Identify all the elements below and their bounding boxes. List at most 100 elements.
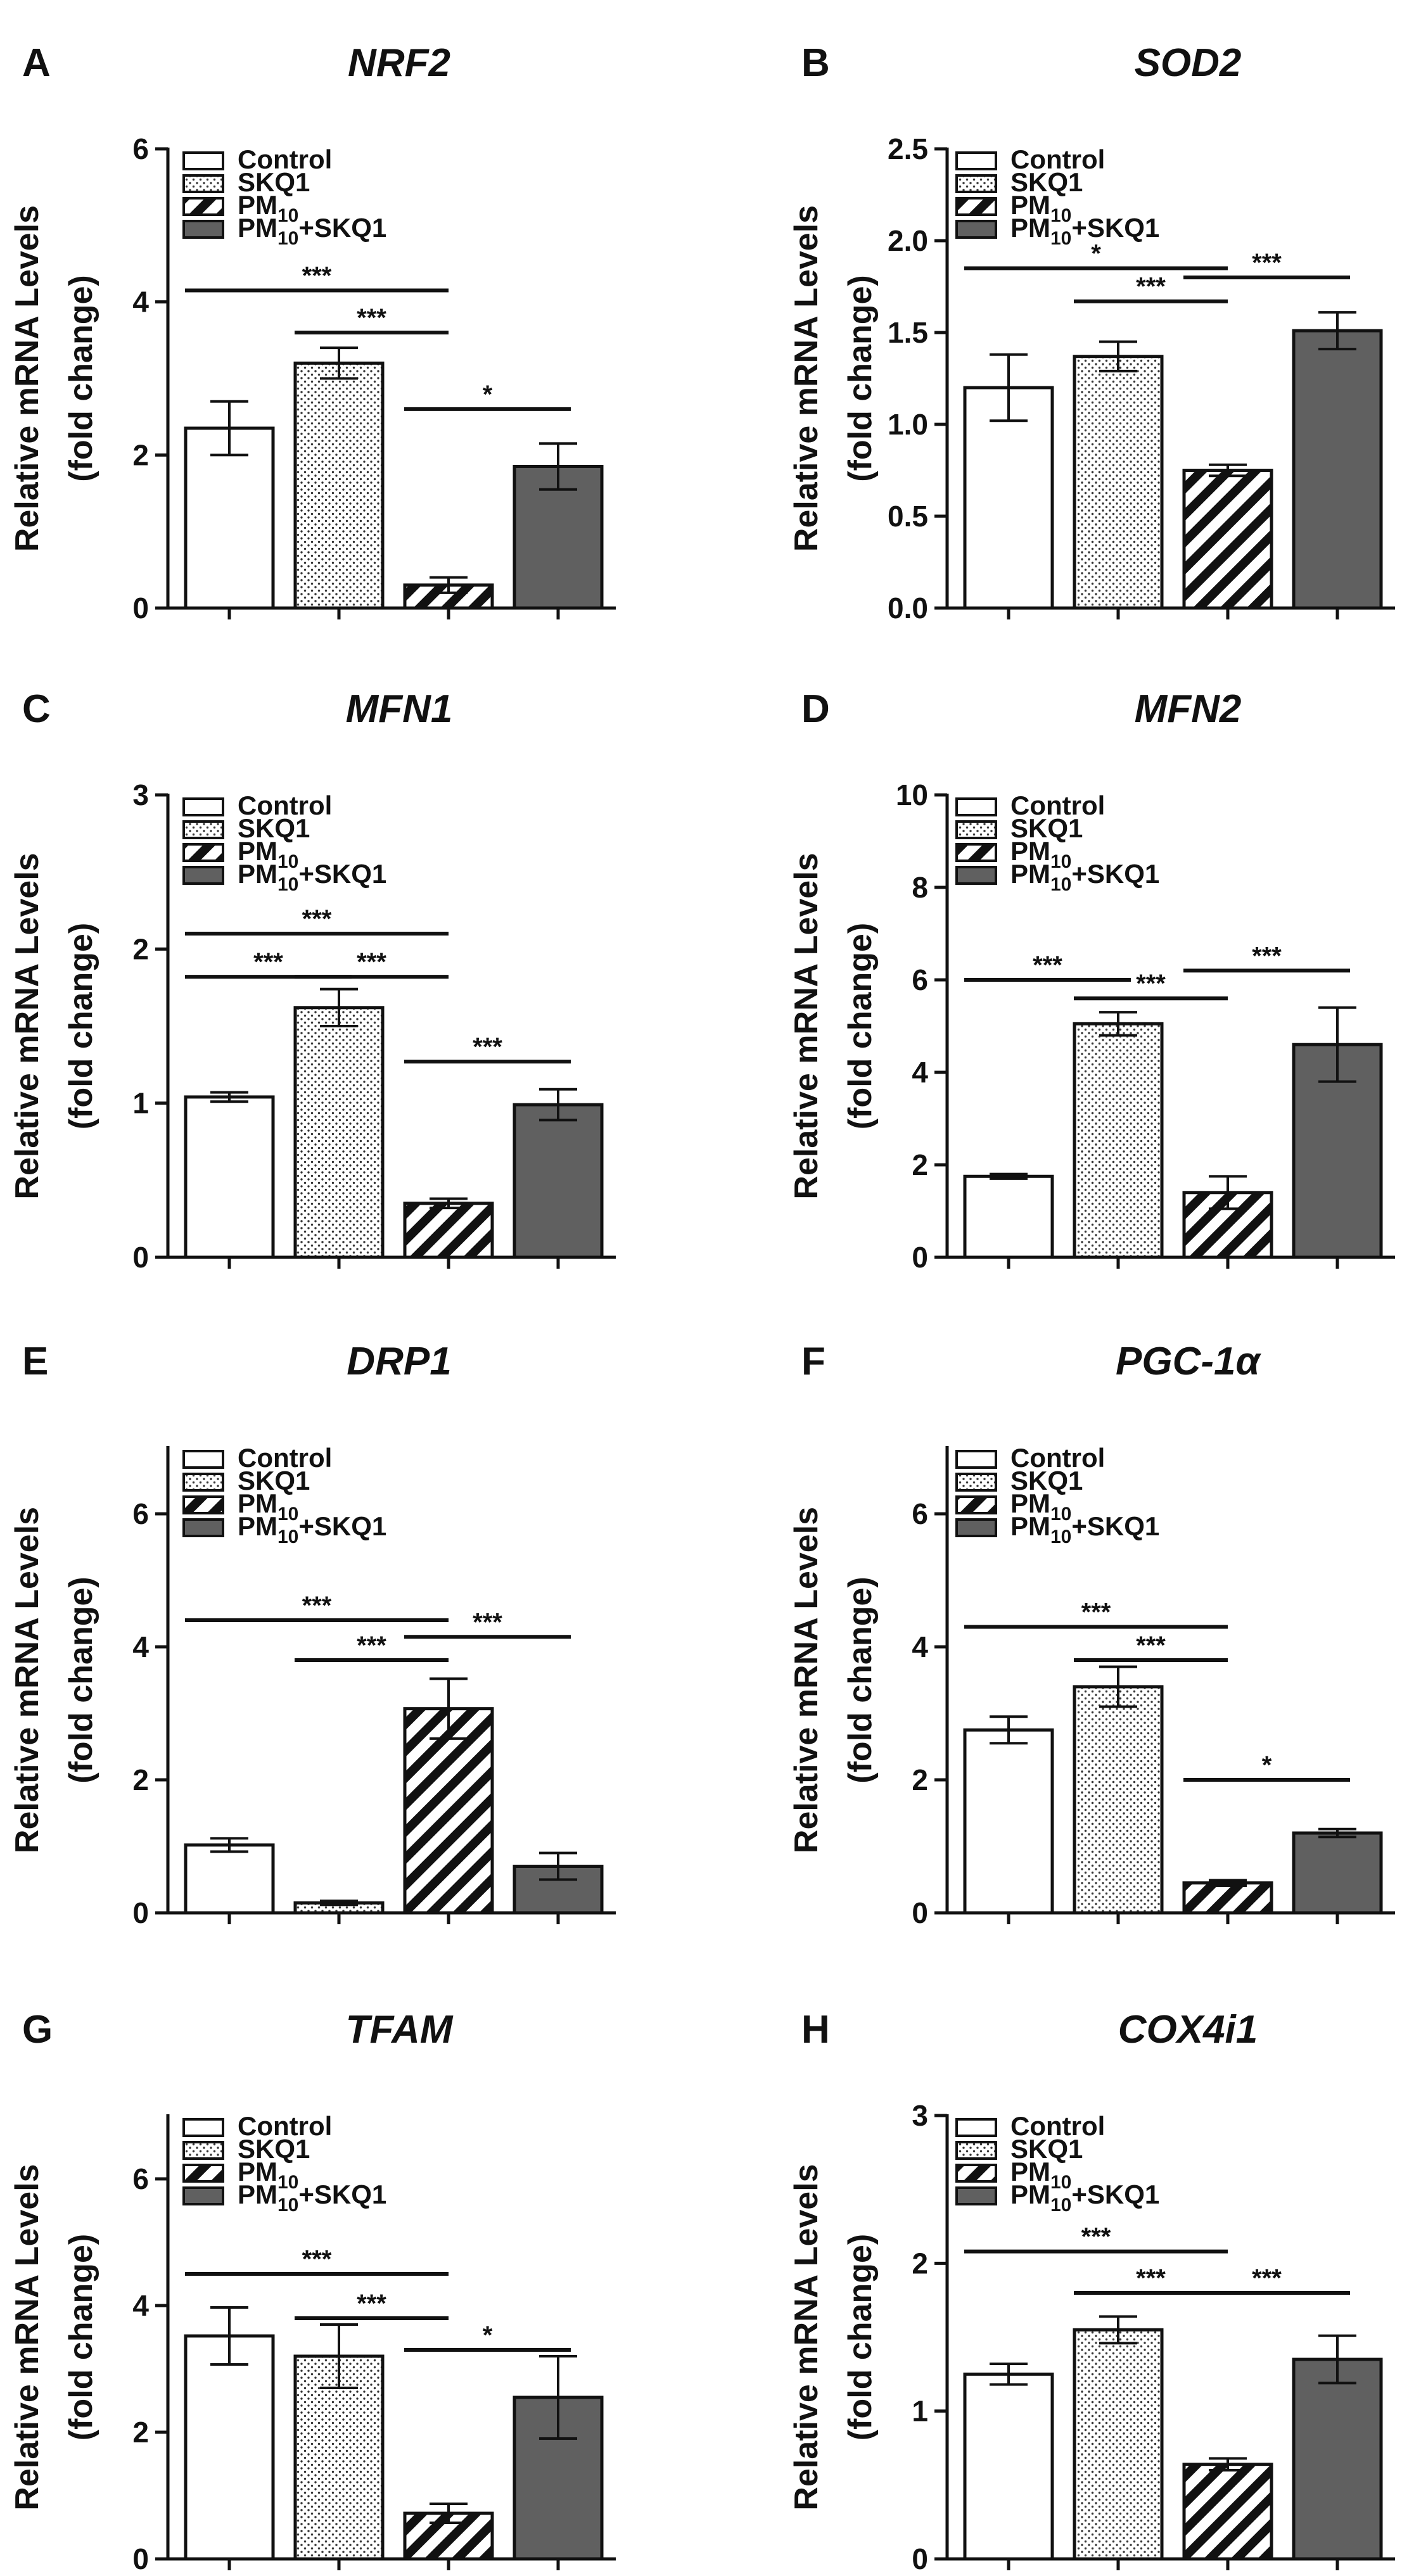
significance-label: ***: [302, 262, 332, 290]
legend-label-4-sub: 10: [1050, 2195, 1071, 2216]
legend-swatch-2: [182, 1473, 224, 1492]
y-tick-label: 10: [896, 778, 928, 811]
y-tick-label: 2: [132, 1763, 149, 1796]
y-tick-label: 3: [912, 2099, 928, 2132]
legend-label-1-main: Control: [238, 144, 332, 174]
legend-label-2: SKQ1: [238, 2134, 310, 2164]
legend-label-1: Control: [1010, 144, 1105, 174]
significance-label: ***: [1136, 273, 1166, 301]
legend-label-4-main: PM: [238, 859, 277, 889]
legend-label-4: PM10+SKQ1: [238, 213, 386, 249]
legend-label-3: PM10: [1010, 836, 1071, 872]
legend-label-1-main: Control: [238, 1443, 332, 1473]
legend-label-3-main: PM: [1010, 1488, 1050, 1518]
y-tick-label: 3: [132, 778, 149, 811]
legend-label-3-main: PM: [238, 2157, 277, 2186]
legend-label-4-main: PM: [1010, 213, 1050, 243]
panel-letter: A: [22, 41, 51, 85]
bar-3: [1182, 469, 1273, 610]
significance-label: *: [483, 381, 493, 409]
significance-label: ***: [253, 948, 283, 976]
panel-title: MFN2: [1135, 687, 1242, 731]
legend-label-4: PM10+SKQ1: [1010, 1511, 1159, 1547]
significance-label: *: [1091, 240, 1101, 268]
legend-label-3: PM10: [238, 836, 298, 872]
legend-label-4: PM10+SKQ1: [1010, 213, 1159, 249]
panel-letter: B: [801, 41, 830, 85]
legend-label-3-main: PM: [1010, 190, 1050, 220]
y-tick-label: 0: [912, 2542, 928, 2575]
bar-2: [1073, 1685, 1164, 1915]
significance-label: ***: [473, 1033, 502, 1061]
legend-label-4-sub: 10: [277, 874, 298, 895]
legend-label-4-sub: 10: [1050, 1526, 1071, 1547]
legend-label-4-main: PM: [1010, 2179, 1050, 2209]
y-axis-label-line1: Relative mRNA Levels: [788, 205, 825, 552]
legend-label-1: Control: [238, 790, 332, 820]
panel-title: MFN1: [346, 687, 453, 731]
bar-1: [963, 386, 1054, 610]
y-axis-label-line2: (fold change): [842, 923, 879, 1129]
y-tick-label: 6: [132, 1497, 149, 1530]
legend-swatch-4: [955, 2186, 997, 2205]
legend-label-4-sub: 10: [1050, 874, 1071, 895]
bar-1: [963, 1728, 1054, 1915]
y-tick-label: 4: [132, 1630, 149, 1663]
legend-label-4: PM10+SKQ1: [238, 1511, 386, 1547]
legend-label-3-main: PM: [238, 190, 277, 220]
legend-label-4: PM10+SKQ1: [1010, 2179, 1159, 2216]
legend-label-4-suffix: +SKQ1: [1071, 213, 1159, 243]
bar-2: [1073, 1022, 1164, 1259]
panel-letter: E: [22, 1340, 48, 1383]
panel-letter: G: [22, 2008, 53, 2052]
significance-label: ***: [357, 948, 386, 976]
legend-swatch-1: [955, 2118, 997, 2137]
y-tick-label: 1.5: [888, 316, 928, 349]
bar-2: [1073, 2328, 1164, 2561]
legend-label-4-sub: 10: [277, 1526, 298, 1547]
legend-label-3-main: PM: [1010, 2157, 1050, 2186]
y-tick-label: 2: [132, 932, 149, 965]
y-axis-label-line2: (fold change): [63, 2234, 99, 2440]
legend-swatch-3: [182, 2164, 224, 2183]
significance-label: ***: [1136, 2264, 1166, 2292]
significance-label: ***: [302, 1592, 332, 1620]
y-tick-label: 2: [132, 438, 149, 471]
legend-label-4: PM10+SKQ1: [238, 2179, 386, 2216]
y-tick-label: 8: [912, 871, 928, 904]
legend-swatch-2: [182, 174, 224, 193]
legend-label-4-suffix: +SKQ1: [1071, 2179, 1159, 2209]
legend-swatch-2: [955, 820, 997, 839]
y-axis-label-line1: Relative mRNA Levels: [9, 853, 46, 1199]
legend-label-1-main: Control: [238, 2111, 332, 2141]
legend-label-4-sub: 10: [277, 228, 298, 249]
bar-4: [1292, 1043, 1383, 1259]
legend-label-2-main: SKQ1: [238, 2134, 310, 2164]
bar-1: [184, 2334, 275, 2561]
legend-label-1: Control: [1010, 2111, 1105, 2141]
y-tick-label: 2: [132, 2416, 149, 2449]
legend-label-2: SKQ1: [238, 813, 310, 843]
legend-label-3-main: PM: [1010, 836, 1050, 866]
bar-1: [963, 2372, 1054, 2561]
significance-label: ***: [302, 2245, 332, 2273]
y-axis-label-line2: (fold change): [63, 1577, 99, 1783]
panel-e: E DRP1 Relative mRNA Levels (fold change) 0 2…: [9, 1340, 616, 1929]
panel-g: G TFAM Relative mRNA Levels (fold change) 0 2…: [9, 2008, 616, 2575]
legend-label-4-main: PM: [1010, 859, 1050, 889]
panel-b: B SOD2 Relative mRNA Levels (fold change) 0.…: [788, 41, 1395, 625]
y-axis-label-line2: (fold change): [842, 275, 879, 481]
y-tick-label: 6: [912, 963, 928, 996]
significance-label: ***: [1136, 1632, 1166, 1659]
legend-swatch-3: [955, 1495, 997, 1514]
legend-swatch-3: [182, 843, 224, 862]
legend-label-3-sub: 10: [277, 205, 298, 226]
y-tick-label: 2.0: [888, 224, 928, 257]
bar-2: [1073, 355, 1164, 610]
bar-3: [403, 1707, 494, 1915]
legend-label-4: PM10+SKQ1: [238, 859, 386, 895]
